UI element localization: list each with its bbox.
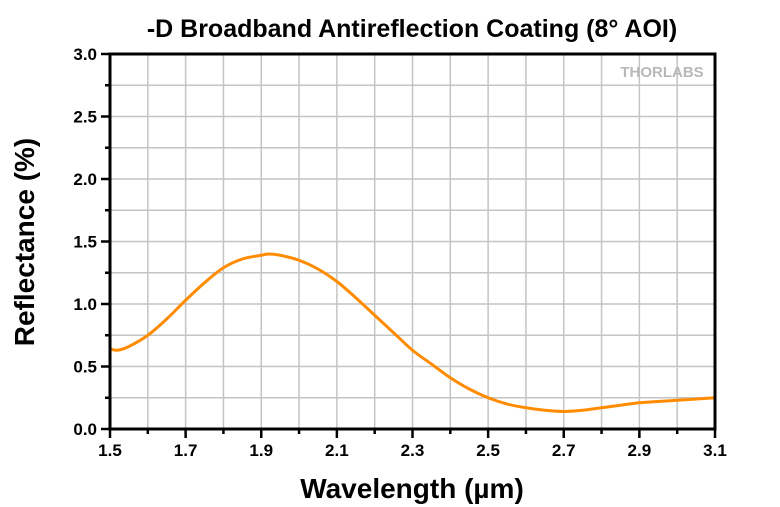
- x-tick-label: 2.7: [552, 441, 576, 460]
- x-tick-labels: 1.5 1.7 1.9 2.1 2.3 2.5 2.7 2.9 3.1: [98, 441, 727, 460]
- y-tick-label: 0.0: [73, 420, 97, 439]
- x-axis-label: Wavelength (µm): [300, 473, 524, 504]
- x-tick-label: 1.7: [174, 441, 198, 460]
- y-tick-label: 3.0: [73, 45, 97, 64]
- x-tick-label: 2.5: [476, 441, 500, 460]
- y-tick-label: 1.5: [73, 233, 97, 252]
- y-tick-label: 2.5: [73, 108, 97, 127]
- series: [109, 252, 716, 414]
- y-tick-labels: 0.0 0.5 1.0 1.5 2.0 2.5 3.0: [73, 45, 97, 439]
- x-tick-label: 1.5: [98, 441, 122, 460]
- thorlabs-watermark: THORLABS: [620, 64, 703, 81]
- chart-title: -D Broadband Antireflection Coating (8° …: [147, 15, 677, 43]
- y-tick-label: 2.0: [73, 170, 97, 189]
- x-tick-label: 3.1: [703, 441, 727, 460]
- x-tick-label: 2.3: [401, 441, 425, 460]
- y-axis-label: Reflectance (%): [9, 138, 40, 347]
- x-tick-label: 2.9: [628, 441, 652, 460]
- x-tick-label: 1.9: [249, 441, 273, 460]
- y-tick-label: 1.0: [73, 295, 97, 314]
- reflectance-curve: [109, 252, 716, 414]
- ticks: [101, 52, 717, 438]
- grid: [109, 53, 716, 430]
- y-tick-label: 0.5: [73, 358, 97, 377]
- x-tick-label: 2.1: [325, 441, 349, 460]
